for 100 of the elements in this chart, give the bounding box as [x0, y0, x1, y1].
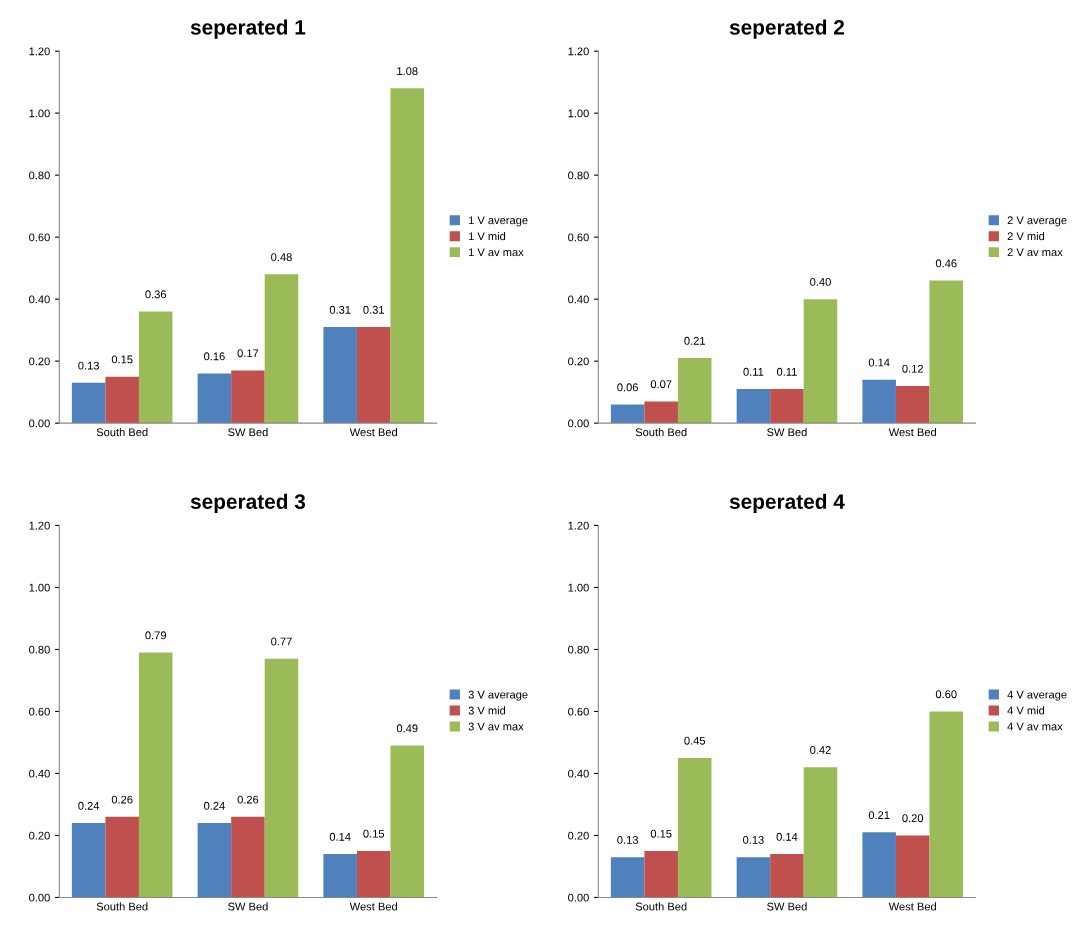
y-tick-label: 1.20 [568, 521, 589, 530]
bar [895, 835, 930, 898]
bar [677, 358, 712, 424]
legend-label: 4 V average [1007, 690, 1067, 701]
bar [138, 311, 173, 424]
data-label: 0.20 [902, 814, 924, 823]
bar [610, 857, 645, 898]
x-tick-label: South Bed [635, 902, 687, 911]
data-label: 0.24 [78, 801, 100, 810]
y-tick-label: 1.00 [29, 109, 50, 118]
legend-label: 3 V average [468, 690, 528, 701]
data-label: 0.16 [204, 352, 225, 361]
y-tick-label: 0.40 [29, 295, 50, 304]
x-tick-label: West Bed [349, 902, 397, 911]
y-tick-label: 0.80 [568, 171, 589, 180]
legend-label: 3 V mid [468, 706, 506, 715]
data-label: 0.13 [78, 361, 99, 370]
x-tick-label: West Bed [349, 428, 397, 437]
y-tick-label: 0.20 [568, 831, 589, 840]
y-tick-label: 0.60 [29, 233, 50, 242]
data-label: 0.31 [363, 305, 384, 314]
bar [390, 745, 425, 898]
bar [644, 850, 678, 898]
legend-label: 1 V average [468, 216, 528, 227]
y-tick-label: 0.80 [29, 645, 50, 654]
y-tick-label: 1.20 [29, 47, 50, 56]
bar [356, 327, 391, 424]
bar [929, 711, 964, 898]
y-tick-label: 1.00 [29, 583, 50, 592]
data-label: 0.15 [363, 829, 385, 838]
legend-label: 2 V mid [1007, 232, 1045, 241]
data-label: 0.45 [684, 736, 706, 745]
y-tick-label: 0.00 [568, 419, 589, 428]
bar [644, 401, 678, 424]
data-label: 0.21 [684, 336, 705, 345]
data-label: 0.40 [810, 277, 831, 286]
data-label: 0.49 [396, 724, 418, 733]
chart-title: seperated 2 [729, 19, 845, 39]
x-tick-label: West Bed [888, 902, 936, 911]
data-label: 0.31 [329, 305, 351, 314]
data-label: 0.13 [617, 835, 638, 844]
bar [264, 658, 299, 898]
y-tick-label: 1.20 [568, 47, 589, 56]
bar [231, 816, 265, 898]
data-label: 1.08 [397, 67, 418, 76]
x-tick-label: South Bed [96, 902, 148, 911]
data-label: 0.11 [743, 367, 764, 376]
data-label: 0.14 [329, 832, 351, 841]
legend-label: 2 V av max [1007, 248, 1063, 257]
legend-label: 1 V mid [468, 232, 506, 241]
bar [197, 373, 232, 424]
data-label: 0.42 [810, 746, 831, 754]
legend-label: 3 V av max [468, 722, 524, 731]
bar [323, 327, 357, 424]
bar [105, 376, 139, 424]
bar [770, 389, 804, 424]
data-label: 0.06 [617, 383, 638, 392]
bar [390, 88, 425, 424]
data-label: 0.11 [776, 367, 797, 376]
y-tick-label: 0.20 [29, 831, 50, 840]
bar [929, 280, 964, 424]
bar [770, 854, 804, 898]
data-label: 0.17 [237, 349, 259, 358]
bar [803, 767, 838, 898]
x-tick-label: SW Bed [228, 428, 268, 437]
data-label: 0.46 [935, 259, 957, 268]
data-label: 0.79 [145, 631, 166, 640]
y-tick-label: 0.80 [29, 171, 50, 180]
bar [323, 854, 357, 898]
bar [736, 857, 771, 898]
bar [71, 823, 106, 898]
y-tick-label: 0.20 [29, 357, 50, 366]
bar [895, 385, 930, 424]
y-tick-label: 1.00 [568, 583, 589, 592]
y-tick-label: 0.00 [29, 419, 50, 428]
x-tick-label: SW Bed [228, 902, 268, 911]
y-tick-label: 0.40 [568, 769, 589, 778]
bar [862, 379, 896, 424]
bar [862, 832, 896, 898]
legend-label: 4 V av max [1007, 722, 1063, 731]
bar [264, 274, 299, 424]
data-label: 0.77 [271, 637, 292, 646]
data-label: 0.14 [776, 832, 798, 841]
y-tick-label: 1.20 [29, 521, 50, 530]
data-label: 0.21 [868, 811, 890, 820]
y-tick-label: 1.00 [568, 109, 589, 118]
bar [356, 850, 391, 898]
y-tick-label: 0.80 [568, 645, 589, 654]
y-tick-label: 0.40 [29, 769, 50, 778]
data-label: 0.60 [935, 690, 957, 699]
legend-label: 1 V av max [468, 248, 524, 257]
bar [197, 823, 232, 898]
y-tick-label: 0.60 [29, 707, 50, 716]
bar [138, 652, 173, 898]
bar [105, 816, 139, 898]
y-tick-label: 0.00 [29, 893, 50, 902]
chart-title: seperated 1 [190, 19, 306, 39]
data-label: 0.15 [650, 829, 672, 838]
x-tick-label: South Bed [635, 428, 687, 437]
data-label: 0.12 [902, 364, 923, 373]
